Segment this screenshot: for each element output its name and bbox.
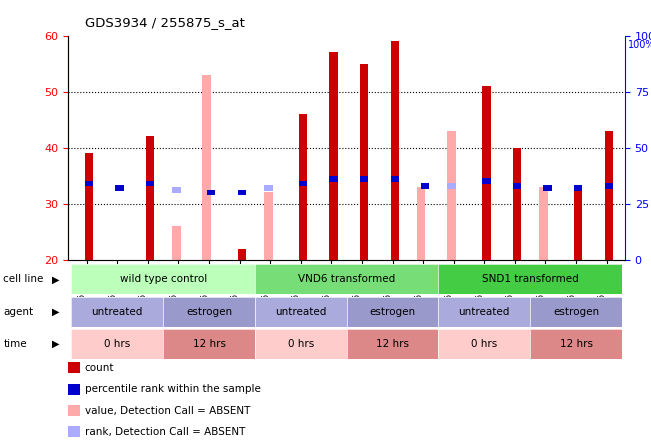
Bar bbox=[329, 52, 338, 260]
Text: ▶: ▶ bbox=[51, 307, 59, 317]
Text: cell line: cell line bbox=[3, 274, 44, 284]
Text: estrogen: estrogen bbox=[553, 307, 599, 317]
Text: SND1 transformed: SND1 transformed bbox=[482, 274, 579, 284]
Bar bbox=[146, 136, 154, 260]
Bar bbox=[574, 185, 582, 191]
Bar bbox=[238, 190, 246, 195]
Text: wild type control: wild type control bbox=[120, 274, 207, 284]
Text: 100%: 100% bbox=[628, 40, 651, 50]
Bar bbox=[264, 185, 273, 191]
Bar bbox=[146, 181, 154, 186]
Bar bbox=[447, 183, 456, 189]
Bar bbox=[482, 86, 491, 260]
Bar bbox=[391, 41, 399, 260]
Bar bbox=[513, 183, 521, 189]
Bar bbox=[238, 249, 246, 260]
Text: 12 hrs: 12 hrs bbox=[376, 339, 409, 349]
Bar bbox=[360, 63, 368, 260]
Bar bbox=[115, 185, 124, 191]
Text: estrogen: estrogen bbox=[370, 307, 415, 317]
Bar bbox=[264, 193, 273, 260]
Text: time: time bbox=[3, 339, 27, 349]
Text: percentile rank within the sample: percentile rank within the sample bbox=[85, 385, 260, 394]
Bar bbox=[85, 181, 93, 186]
Text: 0 hrs: 0 hrs bbox=[288, 339, 314, 349]
Text: 0 hrs: 0 hrs bbox=[104, 339, 130, 349]
Text: agent: agent bbox=[3, 307, 33, 317]
Bar bbox=[207, 190, 215, 195]
Bar bbox=[605, 183, 613, 189]
Bar bbox=[544, 185, 551, 191]
Text: value, Detection Call = ABSENT: value, Detection Call = ABSENT bbox=[85, 406, 250, 416]
Bar bbox=[202, 75, 212, 260]
Bar bbox=[574, 187, 582, 260]
Text: count: count bbox=[85, 363, 114, 373]
Bar bbox=[513, 148, 521, 260]
Bar bbox=[329, 176, 338, 182]
Text: 12 hrs: 12 hrs bbox=[559, 339, 592, 349]
Bar bbox=[417, 187, 426, 260]
Text: VND6 transformed: VND6 transformed bbox=[298, 274, 395, 284]
Bar bbox=[360, 176, 368, 182]
Bar bbox=[299, 114, 307, 260]
Text: 0 hrs: 0 hrs bbox=[471, 339, 497, 349]
Text: untreated: untreated bbox=[92, 307, 143, 317]
Text: estrogen: estrogen bbox=[186, 307, 232, 317]
Bar bbox=[447, 131, 456, 260]
Bar bbox=[605, 131, 613, 260]
Bar bbox=[299, 181, 307, 186]
Text: untreated: untreated bbox=[458, 307, 510, 317]
Bar bbox=[85, 153, 93, 260]
Bar bbox=[172, 187, 181, 193]
Text: ▶: ▶ bbox=[51, 339, 59, 349]
Bar bbox=[421, 183, 430, 189]
Text: rank, Detection Call = ABSENT: rank, Detection Call = ABSENT bbox=[85, 427, 245, 437]
Bar bbox=[391, 176, 399, 182]
Text: untreated: untreated bbox=[275, 307, 326, 317]
Text: GDS3934 / 255875_s_at: GDS3934 / 255875_s_at bbox=[85, 16, 245, 28]
Text: ▶: ▶ bbox=[51, 274, 59, 284]
Text: 12 hrs: 12 hrs bbox=[193, 339, 225, 349]
Bar bbox=[539, 187, 547, 260]
Bar bbox=[172, 226, 181, 260]
Bar bbox=[482, 178, 491, 184]
